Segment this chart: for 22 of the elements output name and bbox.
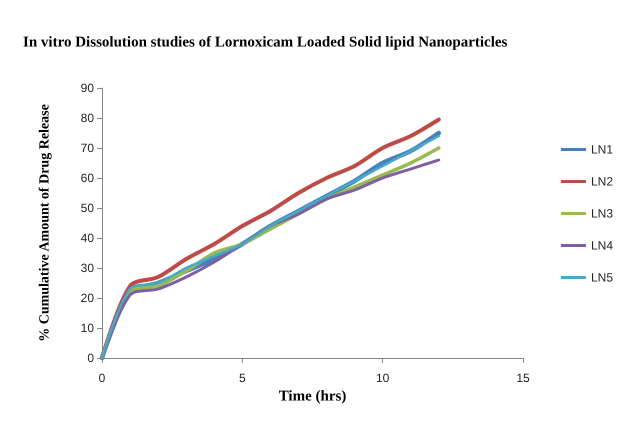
legend-label: LN1 <box>590 142 614 156</box>
y-tick-label: 40 <box>80 231 94 245</box>
legend-label: LN2 <box>590 174 614 188</box>
x-tick-label: 10 <box>376 371 390 385</box>
y-tick-label: 30 <box>80 261 94 275</box>
legend-label: LN3 <box>590 206 614 220</box>
y-tick-label: 90 <box>80 81 94 95</box>
y-tick-label: 10 <box>80 321 94 335</box>
x-tick-label: 15 <box>516 371 530 385</box>
chart-title: In vitro Dissolution studies of Lornoxicam Loaded Solid lipid Nanoparticles <box>23 34 508 50</box>
y-axis-title: % Cumulative Amount of Drug Release <box>38 104 52 342</box>
y-tick-label: 50 <box>80 201 94 215</box>
x-axis-title: Time (hrs) <box>278 388 346 404</box>
legend-label: LN4 <box>590 238 614 252</box>
x-tick-label: 0 <box>98 371 106 385</box>
x-tick-label: 5 <box>238 371 246 385</box>
y-tick-label: 60 <box>80 171 94 185</box>
y-tick-label: 20 <box>80 291 94 305</box>
y-tick-label: 70 <box>80 141 94 155</box>
y-tick-label: 80 <box>80 111 94 125</box>
y-tick-label: 0 <box>87 351 94 365</box>
legend-label: LN5 <box>590 270 614 284</box>
